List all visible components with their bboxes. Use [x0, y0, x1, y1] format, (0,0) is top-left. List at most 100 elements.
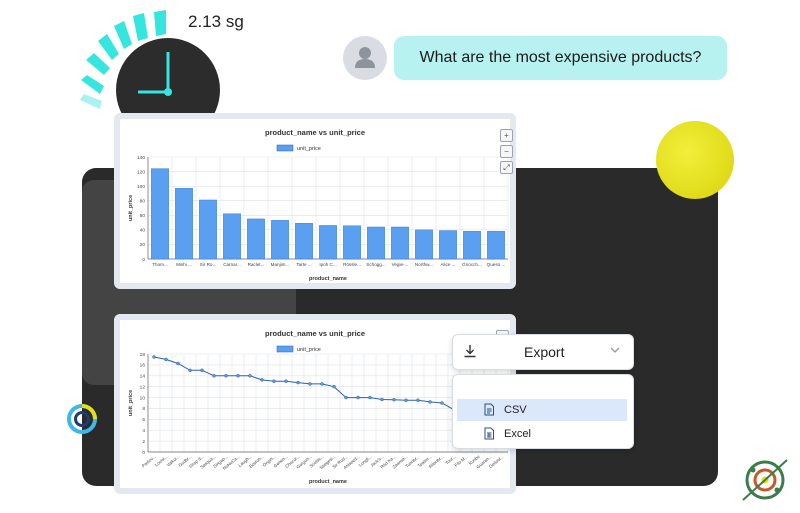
fullscreen-icon[interactable]: ⤢ — [500, 161, 513, 174]
y-tick-label: 8 — [142, 406, 145, 412]
timer-progress-arcs — [80, 10, 166, 109]
y-axis-label: unit_price — [128, 390, 134, 416]
data-point — [284, 379, 288, 383]
y-tick-label: 60 — [140, 213, 146, 219]
legend-swatch — [276, 345, 294, 353]
target-logo-icon — [742, 459, 788, 501]
y-tick-label: 40 — [140, 228, 146, 234]
x-tick-label: Manjim... — [271, 262, 290, 267]
bar — [151, 168, 169, 260]
bar — [487, 231, 505, 260]
bar-chart-card: product_name vs unit_price unit_price 0 20 4… — [114, 113, 516, 289]
series-line — [153, 356, 503, 439]
export-menu: CSV Excel — [452, 374, 634, 449]
bar — [175, 188, 193, 260]
bar — [391, 226, 409, 260]
y-tick-label: 120 — [137, 169, 145, 175]
data-point — [428, 400, 432, 404]
file-csv-icon — [484, 403, 494, 416]
bar — [199, 199, 217, 260]
y-tick-label: 100 — [137, 184, 145, 190]
x-tick-label: Sir Ro... — [200, 262, 217, 267]
x-tick-label: Gnocch... — [462, 262, 482, 267]
bar — [271, 220, 289, 260]
data-point — [152, 355, 156, 359]
x-tick-label: Tarte ... — [296, 262, 311, 267]
data-point — [368, 395, 372, 400]
x-tick-label: Schogg... — [366, 262, 385, 267]
data-point — [308, 382, 312, 386]
data-point — [332, 384, 336, 389]
data-point — [356, 395, 360, 400]
legend-label: unit_price — [297, 146, 321, 152]
y-tick-label: 4 — [142, 428, 145, 434]
export-option-excel[interactable]: Excel — [457, 423, 627, 445]
yellow-decorative-circle — [656, 121, 734, 199]
bar — [439, 230, 457, 260]
data-point — [392, 397, 396, 402]
y-tick-label: 0 — [142, 450, 145, 456]
data-point — [320, 382, 324, 386]
y-tick-label: 2 — [142, 439, 145, 445]
data-point — [188, 368, 192, 373]
data-point — [212, 374, 216, 378]
chevron-down-icon — [610, 347, 620, 353]
bar — [295, 223, 313, 260]
timer-unit: sg — [225, 12, 244, 31]
zoom-in-icon[interactable]: + — [500, 129, 513, 142]
y-tick-label: 0 — [142, 257, 145, 263]
bar — [319, 225, 337, 260]
chart-title: product_name vs unit_price — [265, 128, 365, 137]
zoom-out-icon[interactable]: − — [500, 145, 513, 158]
y-tick-label: 18 — [140, 352, 146, 358]
user-avatar-icon — [343, 36, 387, 80]
data-point — [272, 379, 276, 383]
x-tick-label: Northw... — [415, 262, 433, 267]
data-point — [404, 398, 408, 403]
y-tick-label: 80 — [140, 199, 146, 205]
export-option-csv[interactable]: CSV — [457, 399, 627, 421]
bar — [463, 231, 481, 260]
x-tick-label: Queso ... — [487, 262, 506, 267]
x-tick-label: Carnar... — [223, 262, 241, 267]
x-tick-label: Pavlov... — [141, 454, 157, 468]
x-tick-label: Raclet... — [248, 262, 265, 267]
x-tick-label: Ipoh C... — [319, 262, 336, 267]
x-tick-label: Vegie-... — [392, 262, 409, 267]
x-tick-label: Filo M... — [453, 454, 468, 468]
export-option-label: Excel — [504, 428, 531, 440]
x-axis-label: product_name — [309, 479, 347, 485]
timer-readout: 2.13 sg — [188, 12, 244, 32]
data-point — [344, 395, 348, 400]
legend-swatch — [276, 144, 294, 152]
timer-value: 2.13 — [188, 12, 222, 31]
x-tick-label: Rössle... — [343, 262, 361, 267]
data-point — [416, 398, 420, 403]
y-axis-label: unit_price — [128, 195, 134, 221]
bar — [343, 225, 361, 260]
chat-question-bubble: What are the most expensive products? — [394, 36, 727, 80]
x-tick-label: Mishi ... — [176, 262, 192, 267]
data-point — [296, 380, 300, 385]
export-option-label: CSV — [504, 404, 527, 416]
y-tick-label: 140 — [137, 155, 145, 161]
brand-logo-icon — [67, 404, 97, 434]
x-tick-label: Tour... — [444, 454, 456, 466]
x-tick-label: Alice ... — [440, 262, 455, 267]
bar — [223, 213, 241, 260]
bar-chart: product_name vs unit_price unit_price 0 20 4… — [128, 128, 509, 282]
bar — [247, 218, 265, 260]
data-point — [440, 401, 444, 405]
bar — [367, 226, 385, 260]
file-excel-icon — [484, 427, 494, 440]
line-chart: product_name vs unit_price unit_price 0 2 4 6… — [128, 329, 509, 485]
chart-title: product_name vs unit_price — [265, 329, 365, 338]
y-tick-label: 14 — [140, 374, 146, 380]
data-point — [176, 361, 180, 366]
data-point — [260, 378, 264, 382]
export-dropdown[interactable]: Export — [452, 334, 634, 370]
bar — [415, 229, 433, 260]
y-tick-label: 10 — [140, 395, 146, 401]
data-point — [200, 368, 204, 373]
x-tick-label: Thom... — [152, 262, 168, 267]
